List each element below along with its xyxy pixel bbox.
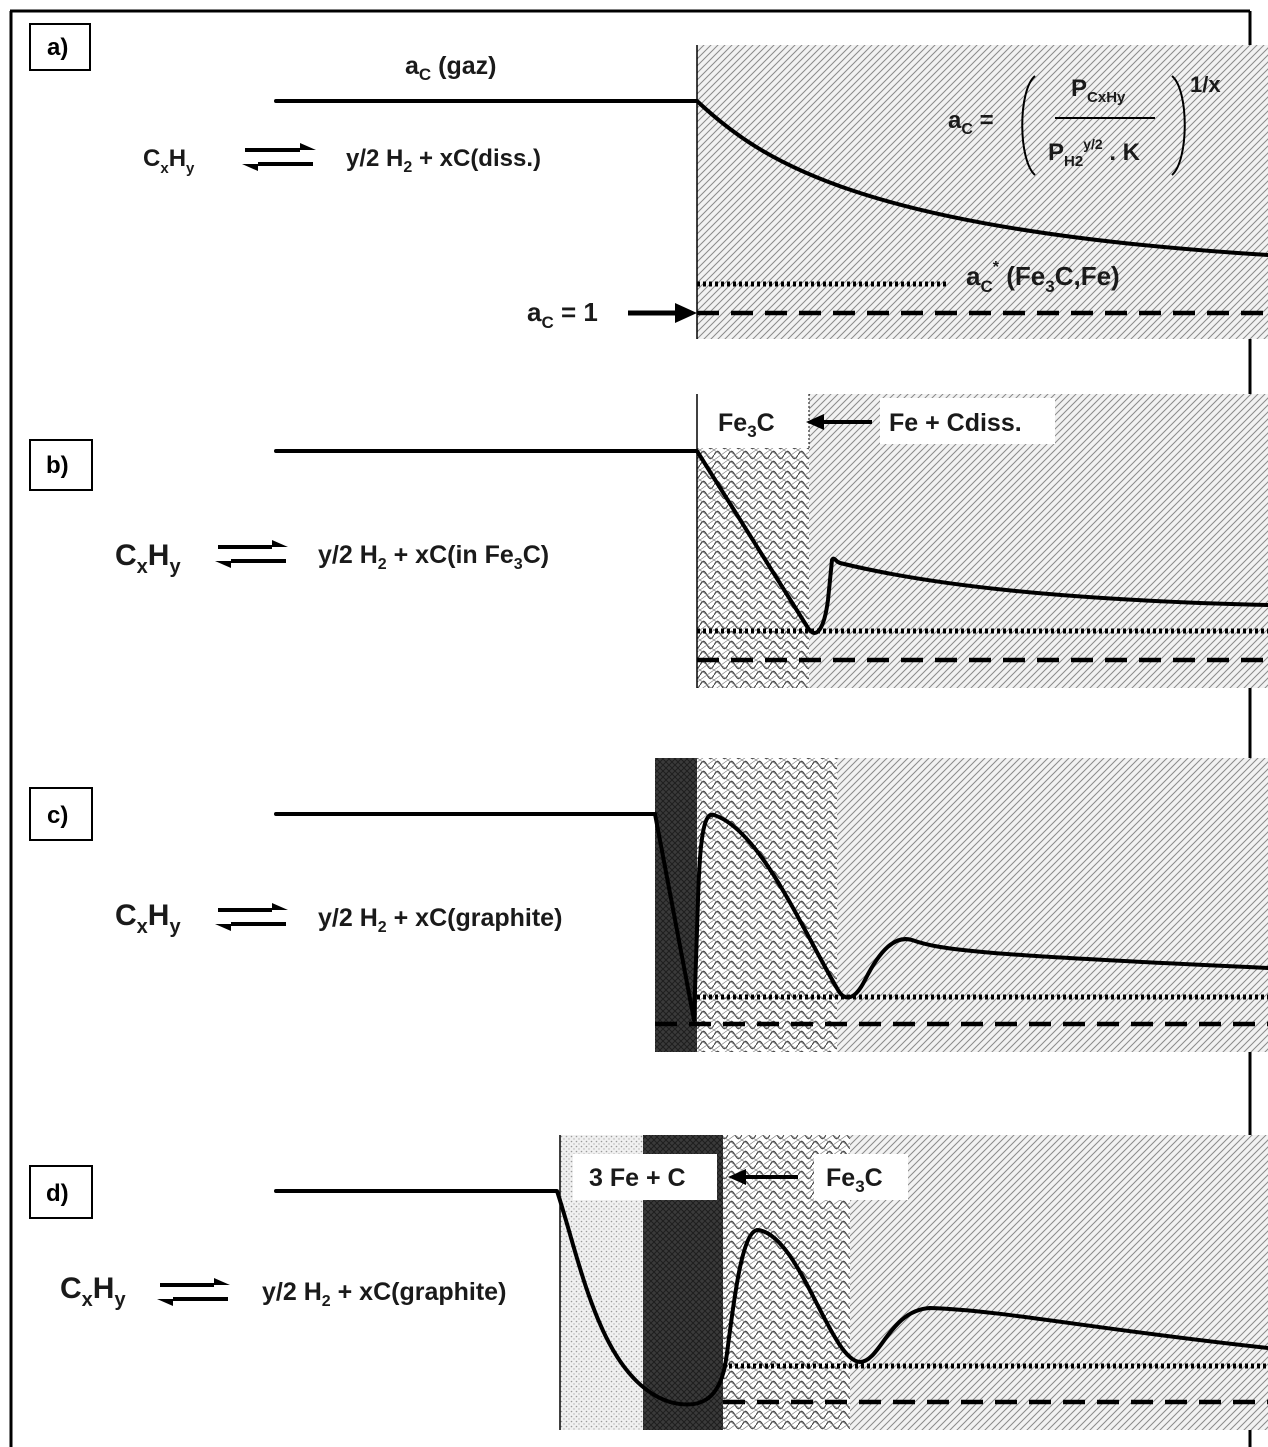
panel-c-label-box [29, 787, 93, 841]
panel-d-layer1-label-bg [573, 1154, 717, 1200]
panel-c-fe3c-layer [697, 758, 837, 1052]
svg-text:PCxHy: PCxHy [1071, 75, 1126, 106]
panel-b: b) Fe3C Fe + Cdiss. CxHy y/2 H2 + xC(in … [29, 394, 1268, 688]
panel-a-label-box [29, 23, 91, 71]
panel-c-reactant: CxHy [115, 899, 181, 938]
panel-a-activity-profile [274, 99, 1268, 257]
panel-b-front-label: Fe + Cdiss. [889, 409, 1022, 437]
panel-b-label: b) [46, 452, 69, 479]
panel-d-reactant: CxHy [60, 1272, 126, 1311]
panel-d-activity-profile [274, 1189, 1268, 1407]
panel-d: d) 3 Fe + C Fe3C CxHy y/2 H2 + xC(graphi… [29, 1135, 1268, 1430]
panel-c-equilibrium-arrows [215, 903, 288, 931]
panel-a-label: a) [47, 34, 68, 61]
panel-b-label-box [29, 439, 93, 491]
panel-c: c) CxHy y/2 H2 + xC(graphite) [29, 758, 1268, 1052]
formula-left-paren [1021, 75, 1036, 176]
svg-text:PH2y/2 . K: PH2y/2 . K [1048, 136, 1141, 170]
panel-c-label: c) [47, 802, 68, 829]
panel-d-label: d) [46, 1180, 69, 1207]
panel-d-equilibrium-arrows [157, 1278, 230, 1306]
gas-activity-label: aC (gaz) [405, 52, 496, 84]
panel-a-reactant: CxHy [143, 145, 195, 177]
acprime-label: aC* (Fe3C,Fe) [966, 259, 1120, 296]
panel-d-products: y/2 H2 + xC(graphite) [262, 1278, 506, 1310]
svg-text:aC =: aC = [948, 107, 994, 138]
ac1-arrow-head [675, 303, 697, 323]
formula-right-paren [1171, 75, 1186, 176]
panel-d-layer2-label-bg [814, 1154, 908, 1200]
panel-d-layer1-label: 3 Fe + C [589, 1164, 686, 1192]
ac1-label: aC = 1 [527, 297, 598, 332]
panel-a: a) aC (gaz) CxHy y/2 H2 + xC(diss.) aC =… [29, 23, 1268, 339]
panel-a-solid-region [697, 45, 1268, 339]
panel-c-products: y/2 H2 + xC(graphite) [318, 904, 562, 936]
panel-d-label-box [29, 1165, 93, 1219]
panel-b-equilibrium-arrows [215, 540, 288, 568]
panel-b-fe3c-label: Fe3C [718, 409, 775, 441]
panel-b-front-label-bg [880, 398, 1055, 444]
panel-b-front-arrow-head [806, 414, 824, 430]
panel-b-layer-label-bg [697, 394, 809, 448]
activity-formula: aC = PCxHy PH2y/2 . K 1/x [948, 72, 1221, 176]
panel-b-fe3c-layer [697, 448, 809, 688]
formula-exponent: 1/x [1190, 72, 1221, 97]
panel-a-products: y/2 H2 + xC(diss.) [346, 145, 541, 176]
panel-a-equilibrium-arrows [242, 143, 316, 171]
panel-b-reactant: CxHy [115, 539, 181, 578]
panel-d-front-arrow-head [728, 1169, 746, 1185]
panel-b-activity-profile [274, 449, 1268, 635]
panel-d-layer2-label: Fe3C [826, 1164, 883, 1196]
panel-b-products: y/2 H2 + xC(in Fe3C) [318, 541, 549, 573]
